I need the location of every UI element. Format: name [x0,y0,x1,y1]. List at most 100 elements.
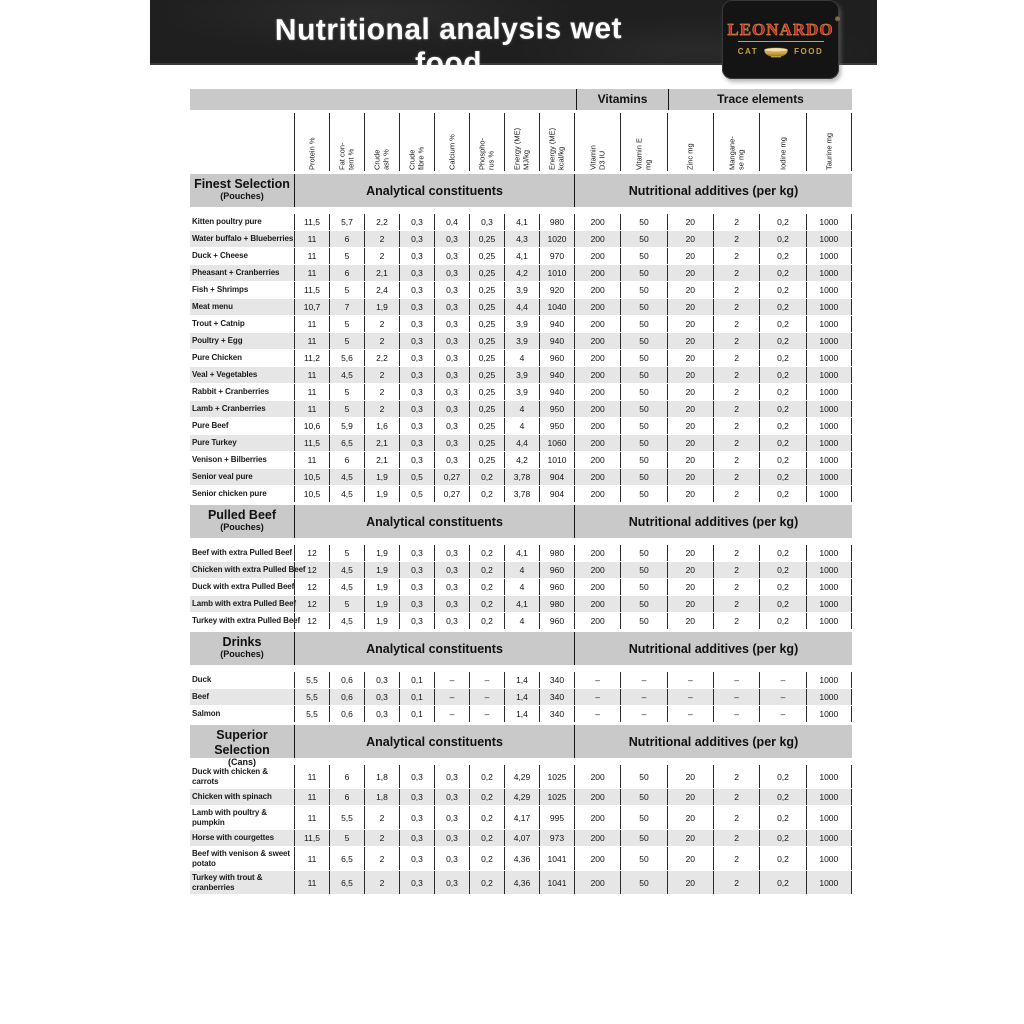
value-cell: 10,5 [294,486,329,502]
value-cell: 0,2 [759,214,805,230]
value-cell: 4,4 [504,435,539,451]
analytical-constituents-header: Analytical constituents [294,174,574,207]
value-cell: 0,3 [434,367,469,383]
value-cell: 0,3 [364,689,399,705]
value-cell: 0,3 [399,452,434,468]
value-cell: 1000 [805,545,852,561]
value-cell: 0,3 [399,214,434,230]
value-cell: 0,2 [759,469,805,485]
row-label: Pure Beef [192,421,229,430]
value-cell: 11 [294,248,329,264]
value-cell: 4 [504,418,539,434]
value-cell: 940 [539,384,574,400]
column-header: Fat con- tent % [329,113,364,171]
value-cell: 7 [329,299,364,315]
value-cell: 0,3 [399,367,434,383]
value-cell: 0,3 [434,231,469,247]
value-cell: 1000 [805,469,852,485]
value-cell: 1025 [539,765,574,788]
value-cell: 960 [539,579,574,595]
value-cell: 12 [294,596,329,612]
value-cell: 0,2 [759,765,805,788]
value-cell: 0,3 [399,231,434,247]
value-cell: 0,2 [759,265,805,281]
value-cell: 4,2 [504,265,539,281]
value-cell: 50 [620,435,666,451]
column-headers-row: Protein % Fat con- tent % Crude ash % Crude… [190,113,852,171]
value-cell: 960 [539,613,574,629]
value-cell: 20 [666,282,713,298]
value-cell: 0,3 [434,452,469,468]
value-cell: 12 [294,579,329,595]
column-header: Calcium % [434,113,469,171]
value-cell: 50 [620,299,666,315]
value-cell: 3,78 [504,469,539,485]
value-cell: 0,25 [469,418,504,434]
value-cell: 0,2 [759,418,805,434]
column-header-label: Calcium % [447,134,457,170]
value-cell: 1,9 [364,299,399,315]
value-cell: – [469,672,504,688]
value-cell: 20 [666,333,713,349]
value-cell: 200 [574,452,620,468]
value-cell: 0,2 [759,579,805,595]
value-cell: 1000 [805,806,852,829]
value-cell: 20 [666,806,713,829]
value-cell: 0,2 [469,596,504,612]
value-cell: 11,5 [294,830,329,846]
value-cell: 340 [539,689,574,705]
row-label: Duck [192,675,212,684]
value-cell: 0,1 [399,689,434,705]
row-label: Lamb + Cranberries [192,404,266,413]
value-cell: 0,6 [329,706,364,722]
value-cell: 5 [329,401,364,417]
value-cell: 200 [574,214,620,230]
value-cell: 0,2 [469,847,504,870]
row-label: Kitten poultry pure [192,217,262,226]
table-row: Beef with venison & sweet potato 11 6,5 2 0,… [190,847,852,870]
value-cell: 2,2 [364,214,399,230]
value-cell: 0,3 [399,613,434,629]
nutrition-table: Vitamins Trace elements Protein % Fat con… [190,89,852,895]
value-cell: 4 [504,579,539,595]
value-cell: 2,2 [364,350,399,366]
value-cell: 0,3 [434,418,469,434]
value-cell: 4,4 [504,299,539,315]
value-cell: 0,27 [434,486,469,502]
value-cell: 4 [504,350,539,366]
column-header-label: Vitamin D3 IU [588,145,607,170]
value-cell: 50 [620,765,666,788]
value-cell: 0,3 [399,384,434,400]
value-cell: 0,2 [469,806,504,829]
column-header: Crude ash % [364,113,399,171]
value-cell: 4 [504,401,539,417]
page-title: Nutritional analysis wet food [274,12,623,81]
value-cell: 50 [620,265,666,281]
value-cell: 2,1 [364,435,399,451]
value-cell: 12 [294,562,329,578]
row-label: Duck + Cheese [192,251,248,260]
section-name: Finest Selection (Pouches) [190,174,294,207]
value-cell: 0,2 [759,248,805,264]
row-label: Turkey with extra Pulled Beef [192,616,301,625]
value-cell: 6 [329,765,364,788]
value-cell: – [574,672,620,688]
value-cell: 11 [294,265,329,281]
value-cell: – [759,672,805,688]
value-cell: 1000 [805,282,852,298]
value-cell: 960 [539,562,574,578]
value-cell: 11 [294,333,329,349]
value-cell: 0,2 [759,847,805,870]
value-cell: 20 [666,789,713,805]
row-label: Turkey with trout & cranberries [192,872,263,892]
value-cell: 0,3 [434,545,469,561]
row-label: Chicken with extra Pulled Beef [192,565,306,574]
value-cell: 0,3 [434,613,469,629]
value-cell: 1040 [539,299,574,315]
table-sections: Finest Selection (Pouches) Analytical cons… [190,174,852,894]
analytical-constituents-header: Analytical constituents [294,505,574,538]
value-cell: 20 [666,613,713,629]
value-cell: 2 [364,367,399,383]
value-cell: 1,8 [364,789,399,805]
value-cell: 2 [712,214,759,230]
